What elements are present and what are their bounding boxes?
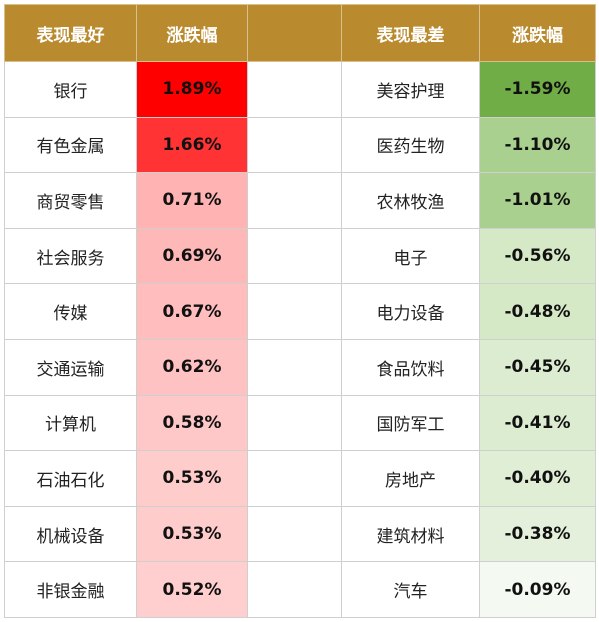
best-sector-name: 传媒 bbox=[4, 283, 137, 340]
table-row: 非银金融 0.52% 汽车 -0.09% bbox=[4, 561, 596, 618]
best-sector-change: 0.67% bbox=[136, 283, 248, 340]
best-sector-change: 0.71% bbox=[136, 172, 248, 229]
best-sector-change: 0.69% bbox=[136, 227, 248, 285]
table-row: 社会服务 0.69% 电子 -0.56% bbox=[4, 227, 596, 285]
worst-sector-name: 房地产 bbox=[341, 450, 480, 507]
best-sector-name: 有色金属 bbox=[4, 116, 137, 174]
row-gap bbox=[247, 338, 342, 396]
row-gap bbox=[247, 450, 342, 507]
worst-sector-change: -1.10% bbox=[479, 116, 596, 174]
table-header: 表现最好 涨跌幅 表现最差 涨跌幅 bbox=[4, 4, 596, 62]
row-gap bbox=[247, 116, 342, 174]
worst-sector-change: -0.38% bbox=[479, 505, 596, 563]
header-gap bbox=[247, 4, 342, 62]
row-gap bbox=[247, 394, 342, 452]
table-row: 银行 1.89% 美容护理 -1.59% bbox=[4, 61, 596, 118]
table-row: 交通运输 0.62% 食品饮料 -0.45% bbox=[4, 338, 596, 396]
best-sector-name: 商贸零售 bbox=[4, 172, 137, 229]
table-row: 计算机 0.58% 国防军工 -0.41% bbox=[4, 394, 596, 452]
worst-sector-change: -0.48% bbox=[479, 283, 596, 340]
row-gap bbox=[247, 172, 342, 229]
worst-sector-change: -0.45% bbox=[479, 338, 596, 396]
table-row: 机械设备 0.53% 建筑材料 -0.38% bbox=[4, 505, 596, 563]
header-best-label: 表现最好 bbox=[4, 4, 137, 62]
row-gap bbox=[247, 561, 342, 618]
worst-sector-name: 美容护理 bbox=[341, 61, 480, 118]
table-row: 有色金属 1.66% 医药生物 -1.10% bbox=[4, 116, 596, 174]
worst-sector-change: -0.56% bbox=[479, 227, 596, 285]
worst-sector-name: 电子 bbox=[341, 227, 480, 285]
worst-sector-name: 医药生物 bbox=[341, 116, 480, 174]
best-sector-change: 0.58% bbox=[136, 394, 248, 452]
best-sector-change: 0.53% bbox=[136, 505, 248, 563]
best-sector-change: 0.53% bbox=[136, 450, 248, 507]
header-worst-label: 表现最差 bbox=[341, 4, 480, 62]
worst-sector-change: -1.01% bbox=[479, 172, 596, 229]
best-sector-name: 社会服务 bbox=[4, 227, 137, 285]
best-sector-change: 1.66% bbox=[136, 116, 248, 174]
best-sector-change: 0.62% bbox=[136, 338, 248, 396]
best-sector-change: 0.52% bbox=[136, 561, 248, 618]
best-sector-name: 非银金融 bbox=[4, 561, 137, 618]
header-worst-change: 涨跌幅 bbox=[479, 4, 596, 62]
table-row: 商贸零售 0.71% 农林牧渔 -1.01% bbox=[4, 172, 596, 229]
row-gap bbox=[247, 227, 342, 285]
row-gap bbox=[247, 505, 342, 563]
worst-sector-change: -0.40% bbox=[479, 450, 596, 507]
worst-sector-name: 电力设备 bbox=[341, 283, 480, 340]
worst-sector-name: 食品饮料 bbox=[341, 338, 480, 396]
best-sector-change: 1.89% bbox=[136, 61, 248, 118]
row-gap bbox=[247, 61, 342, 118]
table-row: 传媒 0.67% 电力设备 -0.48% bbox=[4, 283, 596, 340]
best-sector-name: 计算机 bbox=[4, 394, 137, 452]
header-best-change: 涨跌幅 bbox=[136, 4, 248, 62]
worst-sector-name: 建筑材料 bbox=[341, 505, 480, 563]
worst-sector-name: 汽车 bbox=[341, 561, 480, 618]
sector-performance-table: 表现最好 涨跌幅 表现最差 涨跌幅 银行 1.89% 美容护理 -1.59% 有色金属 1… bbox=[4, 4, 596, 618]
worst-sector-change: -1.59% bbox=[479, 61, 596, 118]
worst-sector-change: -0.41% bbox=[479, 394, 596, 452]
row-gap bbox=[247, 283, 342, 340]
worst-sector-change: -0.09% bbox=[479, 561, 596, 618]
table-row: 石油石化 0.53% 房地产 -0.40% bbox=[4, 450, 596, 507]
best-sector-name: 交通运输 bbox=[4, 338, 137, 396]
best-sector-name: 机械设备 bbox=[4, 505, 137, 563]
worst-sector-name: 农林牧渔 bbox=[341, 172, 480, 229]
worst-sector-name: 国防军工 bbox=[341, 394, 480, 452]
best-sector-name: 石油石化 bbox=[4, 450, 137, 507]
table-body: 银行 1.89% 美容护理 -1.59% 有色金属 1.66% 医药生物 -1.10% 商贸零售… bbox=[4, 61, 596, 618]
best-sector-name: 银行 bbox=[4, 61, 137, 118]
header-row: 表现最好 涨跌幅 表现最差 涨跌幅 bbox=[4, 4, 596, 62]
